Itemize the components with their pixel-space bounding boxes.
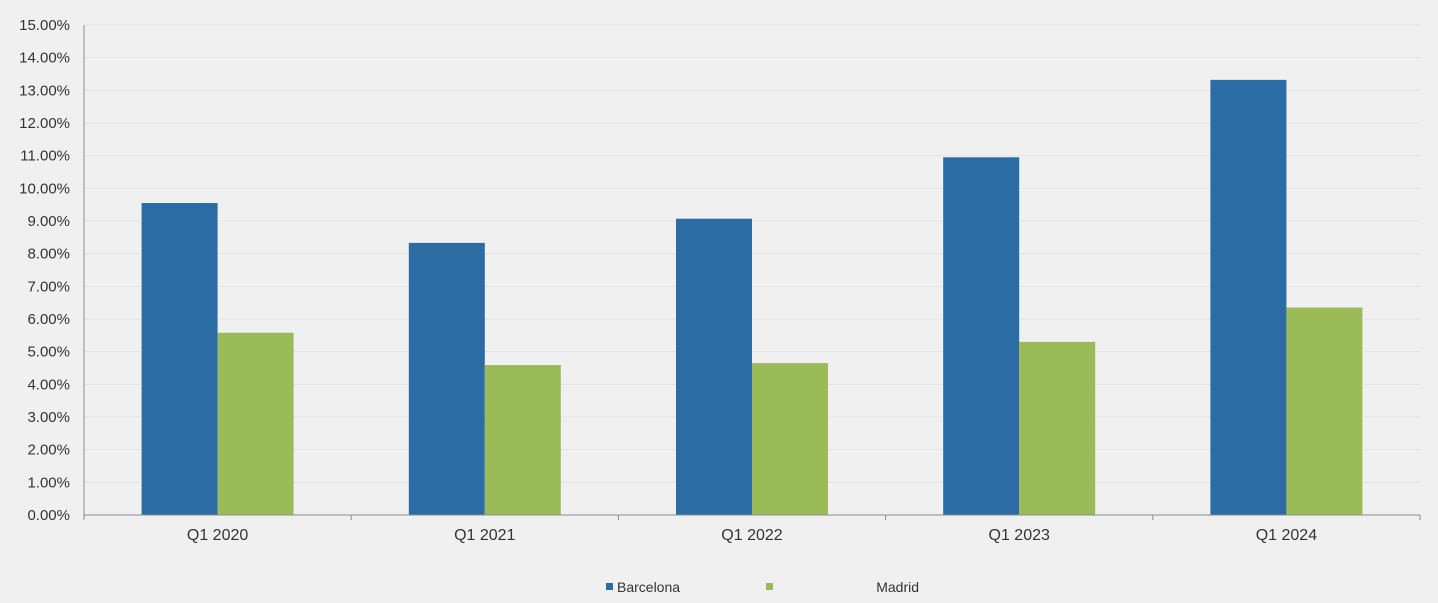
bar-barcelona	[676, 218, 752, 516]
bars	[141, 79, 1363, 516]
bar-barcelona	[408, 242, 485, 516]
axes: 0.00% 1.00% 2.00% 3.00% 4.00% 5.00% 6.00% 7.00%…	[19, 17, 1421, 544]
legend-label-madrid: Madrid	[876, 579, 919, 595]
legend: Barcelona Madrid	[606, 579, 919, 595]
y-tick-label: 13.00%	[19, 82, 70, 99]
bar-madrid	[1019, 341, 1096, 515]
bar-madrid	[1286, 307, 1363, 515]
y-tick-label: 8.00%	[27, 246, 70, 263]
y-tick-label: 1.00%	[27, 474, 70, 491]
bar-barcelona	[141, 203, 218, 516]
bar-madrid	[752, 363, 828, 515]
y-tick-label: 2.00%	[27, 442, 70, 459]
legend-swatch-madrid	[766, 583, 773, 590]
x-category-label: Q1 2023	[989, 527, 1050, 544]
y-tick-label: 5.00%	[27, 344, 70, 361]
y-tick-label: 14.00%	[19, 50, 70, 67]
bar-barcelona	[1210, 79, 1287, 515]
x-category-label: Q1 2020	[187, 527, 248, 544]
bar-barcelona	[943, 157, 1020, 516]
y-tick-label: 10.00%	[19, 180, 70, 197]
bar-madrid	[484, 365, 561, 515]
x-category-label: Q1 2024	[1256, 527, 1317, 544]
y-tick-label: 6.00%	[27, 311, 70, 328]
legend-label-barcelona: Barcelona	[617, 579, 680, 595]
y-tick-label: 15.00%	[19, 17, 70, 34]
x-category-label: Q1 2021	[454, 527, 515, 544]
y-tick-label: 7.00%	[27, 278, 70, 295]
y-tick-label: 9.00%	[27, 213, 70, 230]
y-tick-label: 0.00%	[27, 507, 70, 524]
legend-swatch-barcelona	[606, 583, 613, 590]
y-tick-label: 11.00%	[20, 148, 70, 165]
y-tick-label: 12.00%	[19, 115, 70, 132]
x-category-label: Q1 2022	[721, 527, 782, 544]
y-tick-label: 4.00%	[27, 376, 70, 393]
bar-madrid	[217, 332, 294, 515]
y-tick-label: 3.00%	[27, 409, 70, 426]
